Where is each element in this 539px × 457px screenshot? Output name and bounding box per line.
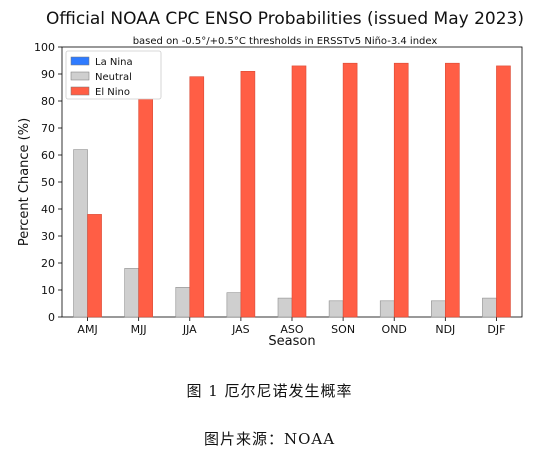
legend-swatch-la-nina bbox=[70, 56, 90, 66]
bar-el-nino-amj bbox=[87, 214, 102, 318]
legend: La Nina Neutral El Nino bbox=[65, 50, 162, 100]
bar-el-nino-djf bbox=[496, 65, 511, 318]
enso-probability-chart: Official NOAA CPC ENSO Probabilities (is… bbox=[17, 9, 524, 349]
legend-swatch-neutral bbox=[70, 71, 90, 81]
y-tick-label: 60 bbox=[41, 149, 55, 162]
y-axis-label: Percent Chance (%) bbox=[17, 118, 32, 246]
x-axis: AMJ MJJ JJA JAS ASO SON OND NDJ DJF bbox=[77, 317, 505, 336]
source-caption: 图片来源：NOAA bbox=[203, 430, 336, 448]
bar-el-nino-mjj bbox=[138, 95, 153, 318]
x-tick-label: MJJ bbox=[131, 323, 147, 336]
y-axis: 0 10 20 30 40 50 60 70 80 90 100 bbox=[34, 41, 62, 324]
y-tick-label: 70 bbox=[41, 122, 55, 135]
bar-el-nino-ndj bbox=[445, 62, 460, 318]
bar-neutral-mjj bbox=[124, 268, 139, 318]
bars-group bbox=[73, 62, 511, 318]
legend-label: La Nina bbox=[95, 57, 133, 68]
bar-neutral-ndj bbox=[431, 300, 446, 318]
bar-neutral-jas bbox=[226, 292, 242, 318]
x-tick-label: DJF bbox=[487, 323, 505, 336]
bar-neutral-son bbox=[328, 300, 344, 318]
bar-el-nino-ond bbox=[393, 62, 409, 318]
y-tick-label: 20 bbox=[41, 257, 55, 270]
x-tick-label: AMJ bbox=[77, 323, 97, 336]
bar-el-nino-jas bbox=[240, 71, 256, 318]
bar-neutral-aso bbox=[277, 297, 293, 318]
legend-swatch-el-nino bbox=[70, 86, 90, 96]
x-tick-label: JJA bbox=[182, 323, 197, 336]
y-tick-label: 10 bbox=[41, 284, 55, 297]
x-tick-label: ASO bbox=[280, 323, 304, 336]
x-tick-label: OND bbox=[382, 323, 407, 336]
x-tick-label: NDJ bbox=[435, 323, 455, 336]
bar-el-nino-son bbox=[342, 62, 358, 318]
x-axis-label: Season bbox=[268, 334, 315, 349]
y-tick-label: 0 bbox=[48, 311, 55, 324]
y-tick-label: 40 bbox=[41, 203, 55, 216]
chart-subtitle: based on -0.5°/+0.5°C thresholds in ERSS… bbox=[133, 36, 438, 47]
bar-el-nino-aso bbox=[291, 65, 307, 318]
chart-title: Official NOAA CPC ENSO Probabilities (is… bbox=[46, 9, 524, 29]
y-tick-label: 90 bbox=[41, 68, 55, 81]
y-tick-label: 50 bbox=[41, 176, 55, 189]
bar-neutral-ond bbox=[379, 300, 395, 318]
legend-box bbox=[65, 50, 162, 100]
legend-label: El Nino bbox=[95, 87, 130, 98]
bar-neutral-djf bbox=[482, 297, 497, 318]
x-tick-label: JAS bbox=[231, 323, 250, 336]
bar-neutral-jja bbox=[175, 286, 191, 318]
y-tick-label: 30 bbox=[41, 230, 55, 243]
y-tick-label: 80 bbox=[41, 95, 55, 108]
y-tick-label: 100 bbox=[34, 41, 55, 54]
bar-el-nino-jja bbox=[189, 76, 205, 318]
figure-caption: 图 1 厄尔尼诺发生概率 bbox=[186, 382, 353, 400]
x-tick-label: SON bbox=[331, 323, 355, 336]
legend-label: Neutral bbox=[95, 72, 132, 83]
bar-neutral-amj bbox=[73, 149, 88, 318]
